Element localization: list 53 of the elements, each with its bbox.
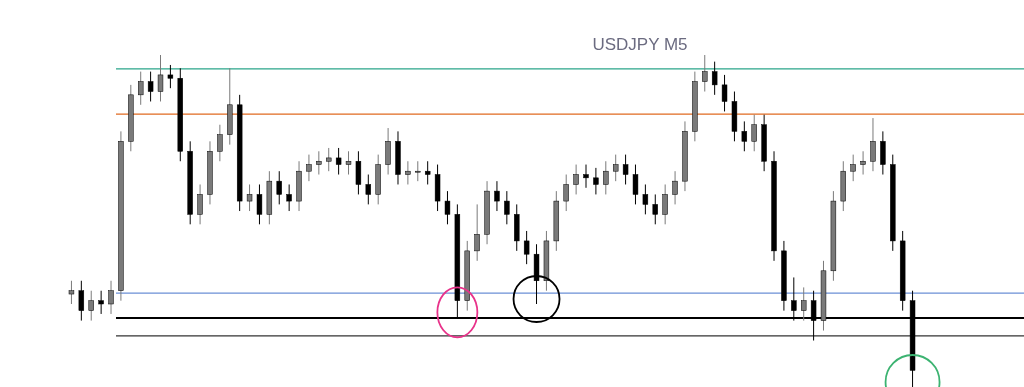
candlestick bbox=[494, 180, 500, 212]
candlestick bbox=[167, 64, 174, 89]
candlestick bbox=[405, 160, 411, 185]
candlestick bbox=[504, 190, 510, 225]
candlestick bbox=[157, 54, 164, 102]
candlestick bbox=[424, 160, 431, 185]
candlestick bbox=[563, 174, 569, 212]
candlestick bbox=[355, 150, 362, 195]
candlestick bbox=[415, 160, 421, 182]
candlestick bbox=[316, 150, 322, 176]
candlestick bbox=[593, 167, 599, 195]
candlestick bbox=[385, 127, 391, 176]
candlestick bbox=[880, 130, 886, 176]
candlestick bbox=[850, 154, 856, 182]
candlestick bbox=[246, 183, 253, 212]
candlestick bbox=[88, 290, 94, 322]
candlestick bbox=[286, 183, 292, 212]
candlestick bbox=[444, 190, 451, 225]
candlestick bbox=[711, 61, 718, 96]
candlestick bbox=[603, 160, 609, 195]
candlestick bbox=[870, 117, 876, 172]
candlestick bbox=[523, 230, 530, 265]
candlestick bbox=[217, 124, 223, 162]
candlestick bbox=[612, 154, 619, 182]
candlestick bbox=[632, 164, 639, 205]
candlestick bbox=[642, 183, 649, 215]
candlestick bbox=[751, 114, 757, 152]
candlestick bbox=[276, 170, 282, 205]
candlestick bbox=[662, 183, 668, 225]
candlestick bbox=[672, 170, 678, 205]
candlestick bbox=[147, 71, 154, 102]
candlestick bbox=[108, 280, 114, 315]
candlestick bbox=[68, 280, 75, 305]
candlestick bbox=[306, 154, 312, 182]
candlestick bbox=[365, 174, 372, 205]
candlestick bbox=[138, 71, 144, 106]
candlestick bbox=[326, 147, 332, 172]
candlestick bbox=[335, 147, 342, 176]
candlestick bbox=[345, 150, 352, 176]
candlestick bbox=[860, 150, 866, 176]
candlestick bbox=[583, 164, 589, 189]
chart-title: USDJPY M5 bbox=[592, 35, 688, 54]
candlestick bbox=[197, 183, 203, 225]
candlestick bbox=[622, 154, 629, 185]
candlestick bbox=[652, 193, 658, 225]
candlestick bbox=[98, 290, 104, 315]
candlestick bbox=[78, 280, 85, 322]
candlestick bbox=[702, 54, 708, 93]
candlestick bbox=[256, 183, 263, 225]
candlestick bbox=[573, 164, 579, 195]
candlestick bbox=[741, 120, 748, 152]
candlestick bbox=[474, 203, 480, 262]
candlestick bbox=[721, 74, 728, 112]
